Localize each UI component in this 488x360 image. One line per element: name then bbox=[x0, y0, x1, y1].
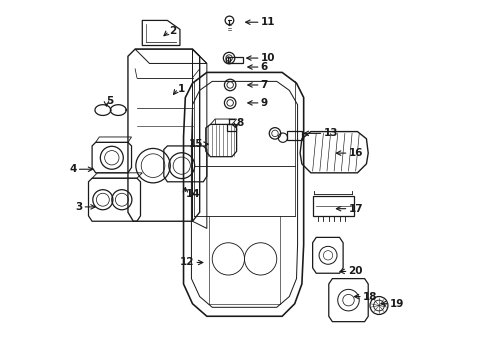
Text: 12: 12 bbox=[180, 257, 194, 267]
Text: 1: 1 bbox=[178, 84, 185, 94]
Text: 10: 10 bbox=[260, 53, 275, 63]
Text: 3: 3 bbox=[75, 202, 82, 212]
Text: 8: 8 bbox=[236, 118, 243, 128]
Text: 5: 5 bbox=[106, 96, 113, 106]
Text: 11: 11 bbox=[260, 17, 275, 27]
Text: 19: 19 bbox=[389, 299, 403, 309]
Text: 14: 14 bbox=[185, 189, 200, 199]
Text: 6: 6 bbox=[260, 62, 267, 72]
Text: 13: 13 bbox=[323, 129, 337, 138]
Text: 16: 16 bbox=[348, 148, 362, 158]
Text: 9: 9 bbox=[260, 98, 267, 108]
Text: 17: 17 bbox=[348, 204, 363, 214]
Text: 4: 4 bbox=[69, 164, 77, 174]
Text: 7: 7 bbox=[260, 80, 267, 90]
Text: 2: 2 bbox=[169, 26, 176, 36]
Text: 20: 20 bbox=[348, 266, 362, 276]
Text: 15: 15 bbox=[188, 139, 203, 149]
Text: 18: 18 bbox=[362, 292, 377, 302]
